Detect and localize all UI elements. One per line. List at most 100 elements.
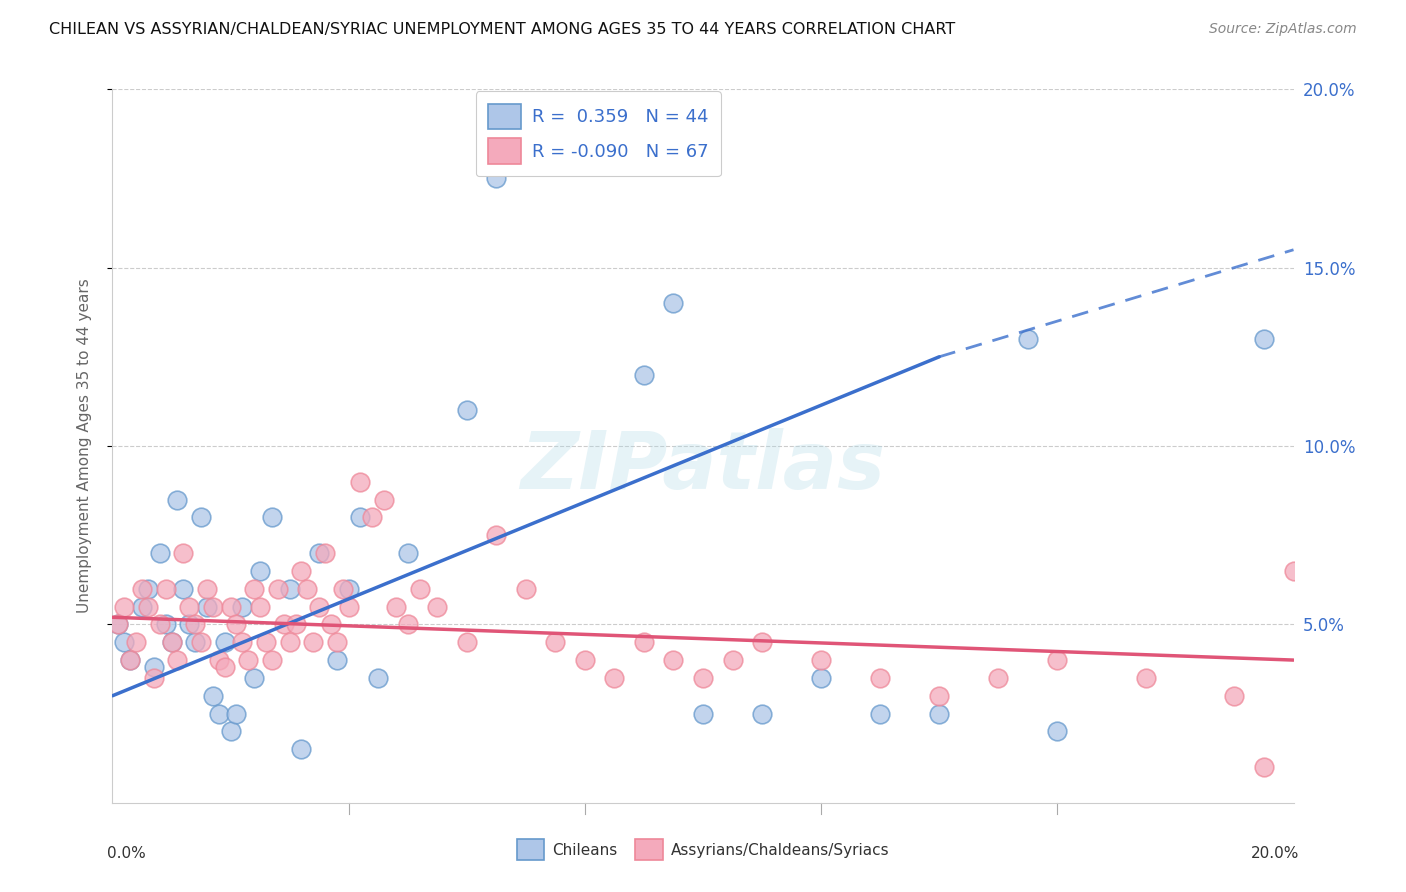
Point	[112, 599, 135, 614]
Point	[225, 706, 247, 721]
Point	[267, 582, 290, 596]
Point	[308, 546, 330, 560]
Point	[249, 564, 271, 578]
Point	[249, 599, 271, 614]
Point	[284, 617, 307, 632]
Point	[172, 582, 194, 596]
Point	[485, 528, 508, 542]
Point	[125, 635, 148, 649]
Point	[149, 617, 172, 632]
Point	[302, 635, 325, 649]
Point	[142, 671, 165, 685]
Point	[219, 724, 242, 739]
Point	[326, 635, 349, 649]
Point	[243, 582, 266, 596]
Point	[751, 635, 773, 649]
Point	[1282, 564, 1305, 578]
Point	[166, 653, 188, 667]
Point	[751, 706, 773, 721]
Point	[190, 635, 212, 649]
Text: CHILEAN VS ASSYRIAN/CHALDEAN/SYRIAC UNEMPLOYMENT AMONG AGES 35 TO 44 YEARS CORRE: CHILEAN VS ASSYRIAN/CHALDEAN/SYRIAC UNEM…	[49, 22, 956, 37]
Point	[662, 653, 685, 667]
Point	[155, 617, 177, 632]
Point	[231, 599, 253, 614]
Text: Source: ZipAtlas.com: Source: ZipAtlas.com	[1209, 22, 1357, 37]
Point	[155, 582, 177, 596]
Point	[337, 599, 360, 614]
Point	[290, 742, 312, 756]
Point	[190, 510, 212, 524]
Point	[201, 689, 224, 703]
Point	[107, 617, 129, 632]
Point	[326, 653, 349, 667]
Point	[361, 510, 384, 524]
Point	[278, 635, 301, 649]
Point	[426, 599, 449, 614]
Point	[869, 671, 891, 685]
Point	[721, 653, 744, 667]
Text: 0.0%: 0.0%	[107, 846, 145, 861]
Point	[385, 599, 408, 614]
Point	[112, 635, 135, 649]
Point	[184, 617, 207, 632]
Point	[928, 706, 950, 721]
Point	[107, 617, 129, 632]
Point	[485, 171, 508, 186]
Point	[278, 582, 301, 596]
Point	[179, 617, 201, 632]
Point	[1017, 332, 1039, 346]
Point	[273, 617, 295, 632]
Point	[120, 653, 142, 667]
Legend: Chileans, Assyrians/Chaldeans/Syriacs: Chileans, Assyrians/Chaldeans/Syriacs	[510, 832, 896, 866]
Point	[149, 546, 172, 560]
Point	[184, 635, 207, 649]
Point	[574, 653, 596, 667]
Point	[456, 635, 478, 649]
Point	[1253, 760, 1275, 774]
Point	[337, 582, 360, 596]
Point	[160, 635, 183, 649]
Point	[314, 546, 336, 560]
Point	[869, 706, 891, 721]
Point	[408, 582, 430, 596]
Point	[987, 671, 1010, 685]
Point	[136, 582, 159, 596]
Point	[1223, 689, 1246, 703]
Point	[208, 653, 231, 667]
Point	[238, 653, 260, 667]
Point	[456, 403, 478, 417]
Point	[1046, 653, 1069, 667]
Point	[308, 599, 330, 614]
Point	[136, 599, 159, 614]
Point	[172, 546, 194, 560]
Point	[231, 635, 253, 649]
Y-axis label: Unemployment Among Ages 35 to 44 years: Unemployment Among Ages 35 to 44 years	[77, 278, 91, 614]
Point	[810, 653, 832, 667]
Point	[208, 706, 231, 721]
Point	[219, 599, 242, 614]
Point	[349, 475, 371, 489]
Point	[254, 635, 277, 649]
Point	[544, 635, 567, 649]
Point	[290, 564, 312, 578]
Point	[810, 671, 832, 685]
Point	[692, 706, 714, 721]
Point	[243, 671, 266, 685]
Point	[633, 635, 655, 649]
Point	[120, 653, 142, 667]
Point	[201, 599, 224, 614]
Point	[396, 546, 419, 560]
Point	[260, 653, 283, 667]
Point	[396, 617, 419, 632]
Point	[142, 660, 165, 674]
Point	[319, 617, 342, 632]
Point	[373, 492, 395, 507]
Text: ZIPatlas: ZIPatlas	[520, 428, 886, 507]
Point	[260, 510, 283, 524]
Point	[214, 660, 236, 674]
Point	[692, 671, 714, 685]
Point	[1135, 671, 1157, 685]
Point	[214, 635, 236, 649]
Point	[195, 599, 218, 614]
Point	[166, 492, 188, 507]
